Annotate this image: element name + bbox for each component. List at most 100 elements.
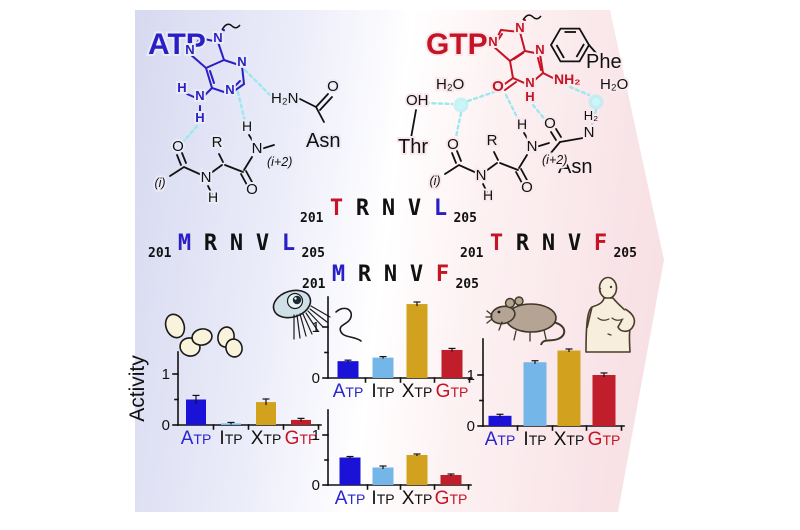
atom-label: N — [201, 169, 212, 186]
atp-title: ATP — [148, 28, 206, 61]
y-tick-label: 1 — [467, 367, 475, 384]
thr-asn-backbone-bonds — [410, 109, 584, 193]
atom-label: H — [525, 89, 534, 104]
atom-label: N — [252, 140, 263, 157]
y-tick-label: 0 — [162, 417, 170, 434]
residue-start-number: 201 — [302, 277, 326, 292]
y-tick-label: 1 — [312, 319, 320, 336]
sequence-trnvl: 201 T R N V L 205 — [300, 196, 477, 226]
bar-xtp — [406, 304, 428, 378]
atom-label: H₂N — [271, 90, 299, 107]
atom-label: N — [476, 167, 487, 184]
bar-atp — [339, 457, 361, 485]
atom-label: N — [525, 75, 534, 90]
atom-label: O — [246, 181, 258, 198]
atom-label: H₂ — [584, 108, 598, 123]
ribose-squiggle — [522, 14, 542, 21]
bar-label-gtp: GTP — [436, 381, 469, 402]
atom-label: O — [172, 138, 184, 155]
residue-letter: R — [357, 262, 372, 287]
bar-label-gtp: GTP — [285, 428, 318, 449]
atom-label: (i) — [429, 174, 440, 188]
bar-itp — [523, 362, 547, 426]
residue-end-number: 205 — [613, 246, 637, 261]
residue-letter: N — [381, 196, 396, 221]
chart-yeast-flagellate: 0 1 ATP ITP XTP GTP Activity — [126, 351, 322, 449]
atom-label: O — [544, 115, 556, 132]
chart-mrnvf: 0 1 ATP ITP XTP GTP — [312, 409, 472, 509]
y-tick-label: 1 — [312, 427, 320, 444]
chart-mouse-human: 0 1 ATP ITP XTP GTP — [467, 338, 625, 450]
flagellum — [335, 307, 362, 342]
atom-label: OH — [406, 92, 429, 109]
residue-letter: V — [567, 231, 582, 256]
atom-label: O — [492, 78, 504, 95]
residue-letter: M — [331, 262, 346, 287]
phe-ring — [549, 27, 597, 63]
residue-letter: F — [435, 262, 450, 287]
sequence-mrnvl: 201 M R N V L 205 — [148, 231, 325, 261]
bar-xtp — [557, 350, 581, 426]
bar-label-atp: ATP — [333, 381, 364, 402]
residue-letter: F — [593, 231, 608, 256]
atom-label: N — [527, 138, 538, 155]
residue-letter: T — [329, 196, 344, 221]
atom-label: (i) — [154, 176, 165, 190]
atom-label: N — [195, 88, 204, 103]
y-axis-title: Activity — [126, 355, 149, 422]
atom-label: H₂O — [436, 76, 464, 93]
residue-letter: V — [409, 262, 424, 287]
residue-start-number: 201 — [148, 246, 172, 261]
residue-end-number: 205 — [301, 246, 325, 261]
bar-label-itp: ITP — [371, 488, 394, 509]
bar-itp — [372, 467, 394, 485]
residue-start-number: 201 — [300, 211, 324, 226]
residue-letter: L — [281, 231, 296, 256]
bar-atp — [186, 399, 206, 425]
atom-label: H₂O — [600, 76, 628, 93]
residue-end-number: 205 — [453, 211, 477, 226]
atom-label: N — [584, 124, 595, 141]
bar-label-gtp: GTP — [435, 488, 468, 509]
mouse-drawing — [485, 296, 566, 346]
gtp-title: GTP — [426, 28, 488, 61]
atom-label: H — [195, 110, 204, 125]
atom-label: O — [521, 179, 533, 196]
bar-itp — [372, 357, 394, 378]
mouse-tail — [540, 321, 566, 346]
bar-label-gtp: GTP — [588, 429, 621, 450]
y-tick-label: 1 — [162, 366, 170, 383]
bar-gtp — [291, 419, 311, 425]
bar-gtp — [441, 349, 463, 378]
residue-letter: V — [407, 196, 422, 221]
y-tick-label: 0 — [312, 370, 320, 387]
y-tick-label: 0 — [467, 418, 475, 435]
atom-label: N — [515, 20, 524, 35]
sequence-mrnvf: 201 M R N V F 205 — [302, 262, 479, 292]
bar-label-xtp: XTP — [554, 429, 585, 450]
atom-label: NH₂ — [554, 71, 580, 87]
bar-label-xtp: XTP — [251, 428, 282, 449]
water-molecules — [453, 94, 604, 113]
residue-letter: R — [355, 196, 370, 221]
bar-label-atp: ATP — [485, 429, 516, 450]
atom-label: N — [488, 34, 497, 49]
guanine-ring — [491, 19, 554, 91]
human-drawing — [585, 276, 636, 353]
chart-trnvl: 0 1 ATP ITP XTP GTP — [312, 296, 473, 402]
bar-label-itp: ITP — [523, 429, 546, 450]
atom-label: Phe — [586, 51, 622, 73]
y-tick-label: 0 — [312, 477, 320, 494]
atom-label: O — [447, 136, 459, 153]
residue-letter: L — [433, 196, 448, 221]
residue-letter: T — [489, 231, 504, 256]
bar-label-itp: ITP — [219, 428, 242, 449]
residue-letter: M — [177, 231, 192, 256]
residue-letter: R — [203, 231, 218, 256]
residue-start-number: 201 — [460, 246, 484, 261]
atom-label: R — [487, 132, 498, 149]
